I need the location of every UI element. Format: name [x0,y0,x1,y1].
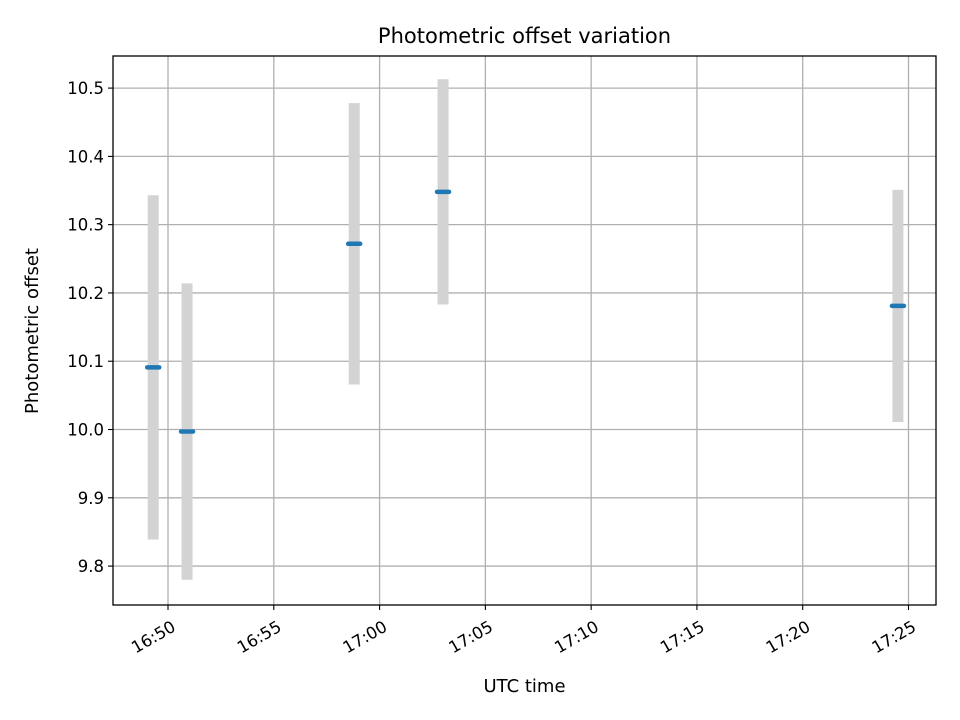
y-tick-label: 10.1 [67,352,104,371]
x-axis-label: UTC time [483,676,565,697]
y-tick-label: 10.0 [67,421,104,440]
y-tick-label: 9.9 [78,489,104,508]
y-tick-label: 9.8 [78,557,104,576]
y-tick-label: 10.3 [67,216,104,235]
chart-title: Photometric offset variation [378,24,671,48]
data-points [144,189,907,434]
y-tick-label: 10.5 [67,79,104,98]
grid-lines [113,56,936,605]
plot-frame [112,55,937,606]
y-tick-label: 10.4 [67,147,104,166]
y-axis-ticks: 9.8 9.9 10.0 10.1 10.2 10.3 10.4 10.5 [67,79,113,576]
y-axis-label: Photometric offset [22,248,43,414]
y-tick-label: 10.2 [67,284,104,303]
